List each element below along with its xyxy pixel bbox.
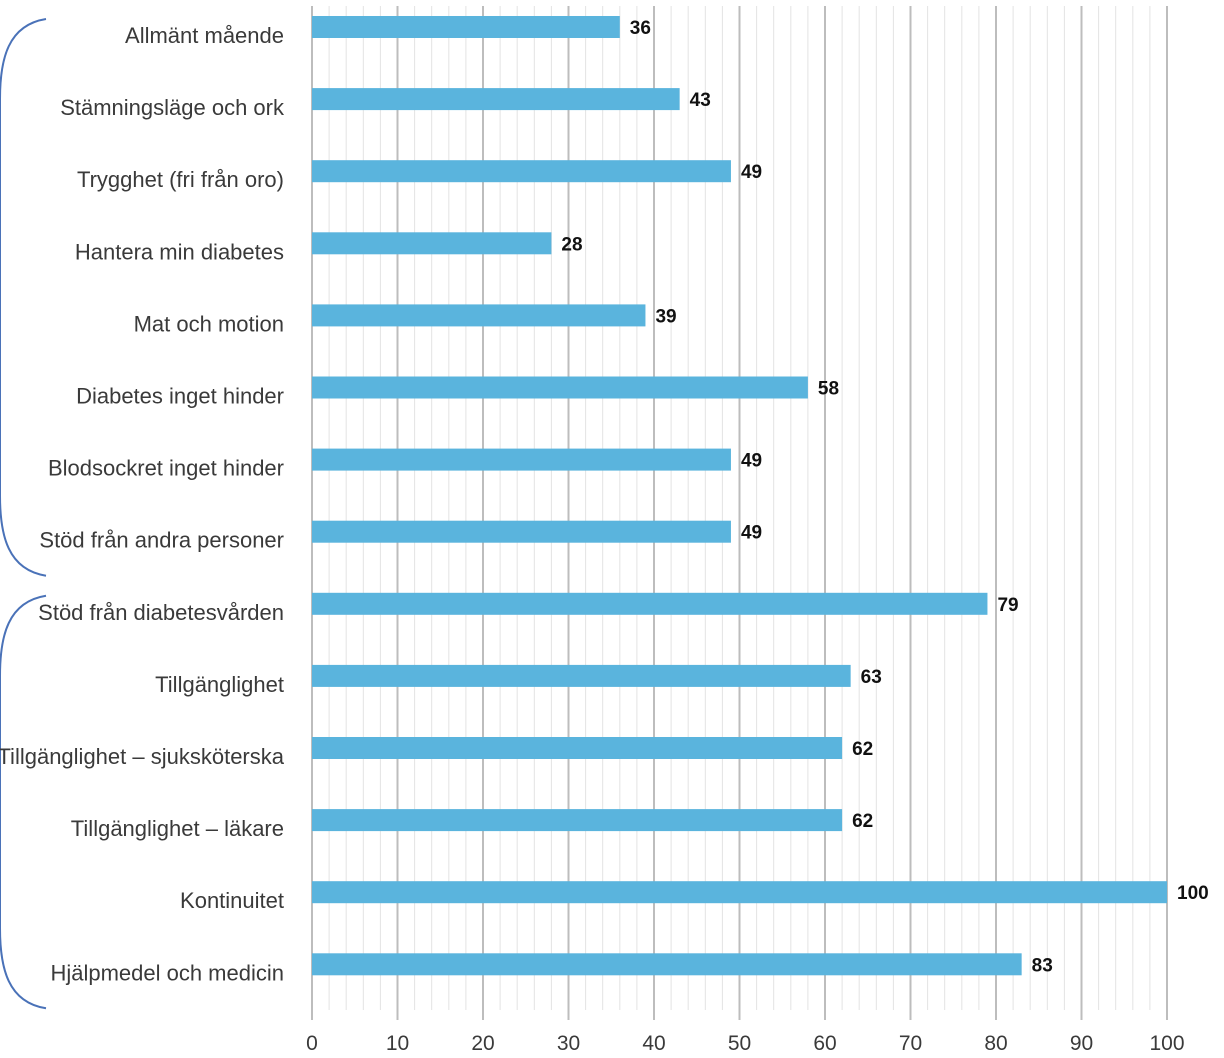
bar: [312, 881, 1167, 904]
value-label: 100: [1177, 883, 1209, 904]
category-label: Trygghet (fri från oro): [77, 167, 284, 192]
x-tick-label: 80: [984, 1032, 1007, 1055]
category-label: Mat och motion: [134, 311, 284, 336]
x-tick-label: 90: [1070, 1032, 1093, 1055]
bars: [312, 16, 1167, 976]
value-label: 49: [741, 451, 762, 472]
value-label: 28: [561, 234, 582, 255]
category-label: Hantera min diabetes: [75, 239, 284, 264]
category-label: Stämningsläge och ork: [60, 95, 285, 120]
value-label: 62: [852, 739, 873, 760]
category-label: Stöd från andra personer: [39, 528, 284, 553]
value-labels: 36 43 49 28 39 58 49 49 79 63 62 62 100 83: [561, 18, 1208, 976]
x-axis-tick-labels: 0 10 20 30 40 50 60 70 80 90 100: [306, 1032, 1184, 1055]
bar: [312, 88, 680, 111]
category-label: Tillgänglighet – sjuksköterska: [0, 744, 285, 769]
group-brackets: [0, 18, 47, 1010]
category-labels: Allmänt mående Stämningsläge och ork Trygg…: [0, 23, 285, 985]
bar: [312, 664, 851, 687]
bar: [312, 953, 1022, 976]
value-label: 49: [741, 523, 762, 544]
bar: [312, 809, 843, 832]
value-label: 39: [655, 306, 676, 327]
bar: [312, 232, 552, 255]
x-tick-label: 100: [1149, 1032, 1184, 1055]
x-tick-label: 60: [813, 1032, 836, 1055]
bar: [312, 737, 843, 759]
bar: [312, 592, 988, 615]
x-tick-label: 10: [386, 1032, 409, 1055]
x-tick-label: 0: [306, 1032, 318, 1055]
category-label: Diabetes inget hinder: [76, 384, 284, 409]
x-tick-label: 40: [642, 1032, 665, 1055]
x-tick-label: 30: [557, 1032, 580, 1055]
category-label: Tillgänglighet: [155, 672, 284, 697]
value-label: 43: [690, 90, 711, 111]
value-label: 58: [818, 379, 839, 400]
category-label: Hjälpmedel och medicin: [50, 960, 284, 985]
bar: [312, 16, 620, 38]
x-tick-label: 20: [471, 1032, 494, 1055]
x-tick-label: 70: [899, 1032, 922, 1055]
group-bracket: [0, 18, 47, 577]
category-label: Tillgänglighet – läkare: [71, 816, 284, 841]
category-label: Blodsockret inget hinder: [48, 456, 284, 481]
value-label: 83: [1032, 955, 1053, 976]
bar: [312, 520, 731, 543]
group-bracket: [0, 594, 47, 1010]
category-label: Allmänt mående: [125, 23, 284, 48]
value-label: 63: [861, 667, 882, 688]
value-label: 49: [741, 162, 762, 183]
bar: [312, 448, 731, 471]
value-label: 79: [997, 595, 1018, 616]
category-label: Kontinuitet: [180, 888, 284, 913]
value-label: 62: [852, 811, 873, 832]
category-label: Stöd från diabetesvården: [38, 600, 284, 625]
bar: [312, 304, 646, 327]
grid-lines: [311, 6, 1168, 1020]
x-tick-label: 50: [728, 1032, 751, 1055]
value-label: 36: [630, 18, 651, 39]
bar: [312, 160, 731, 183]
bar: [312, 376, 808, 399]
